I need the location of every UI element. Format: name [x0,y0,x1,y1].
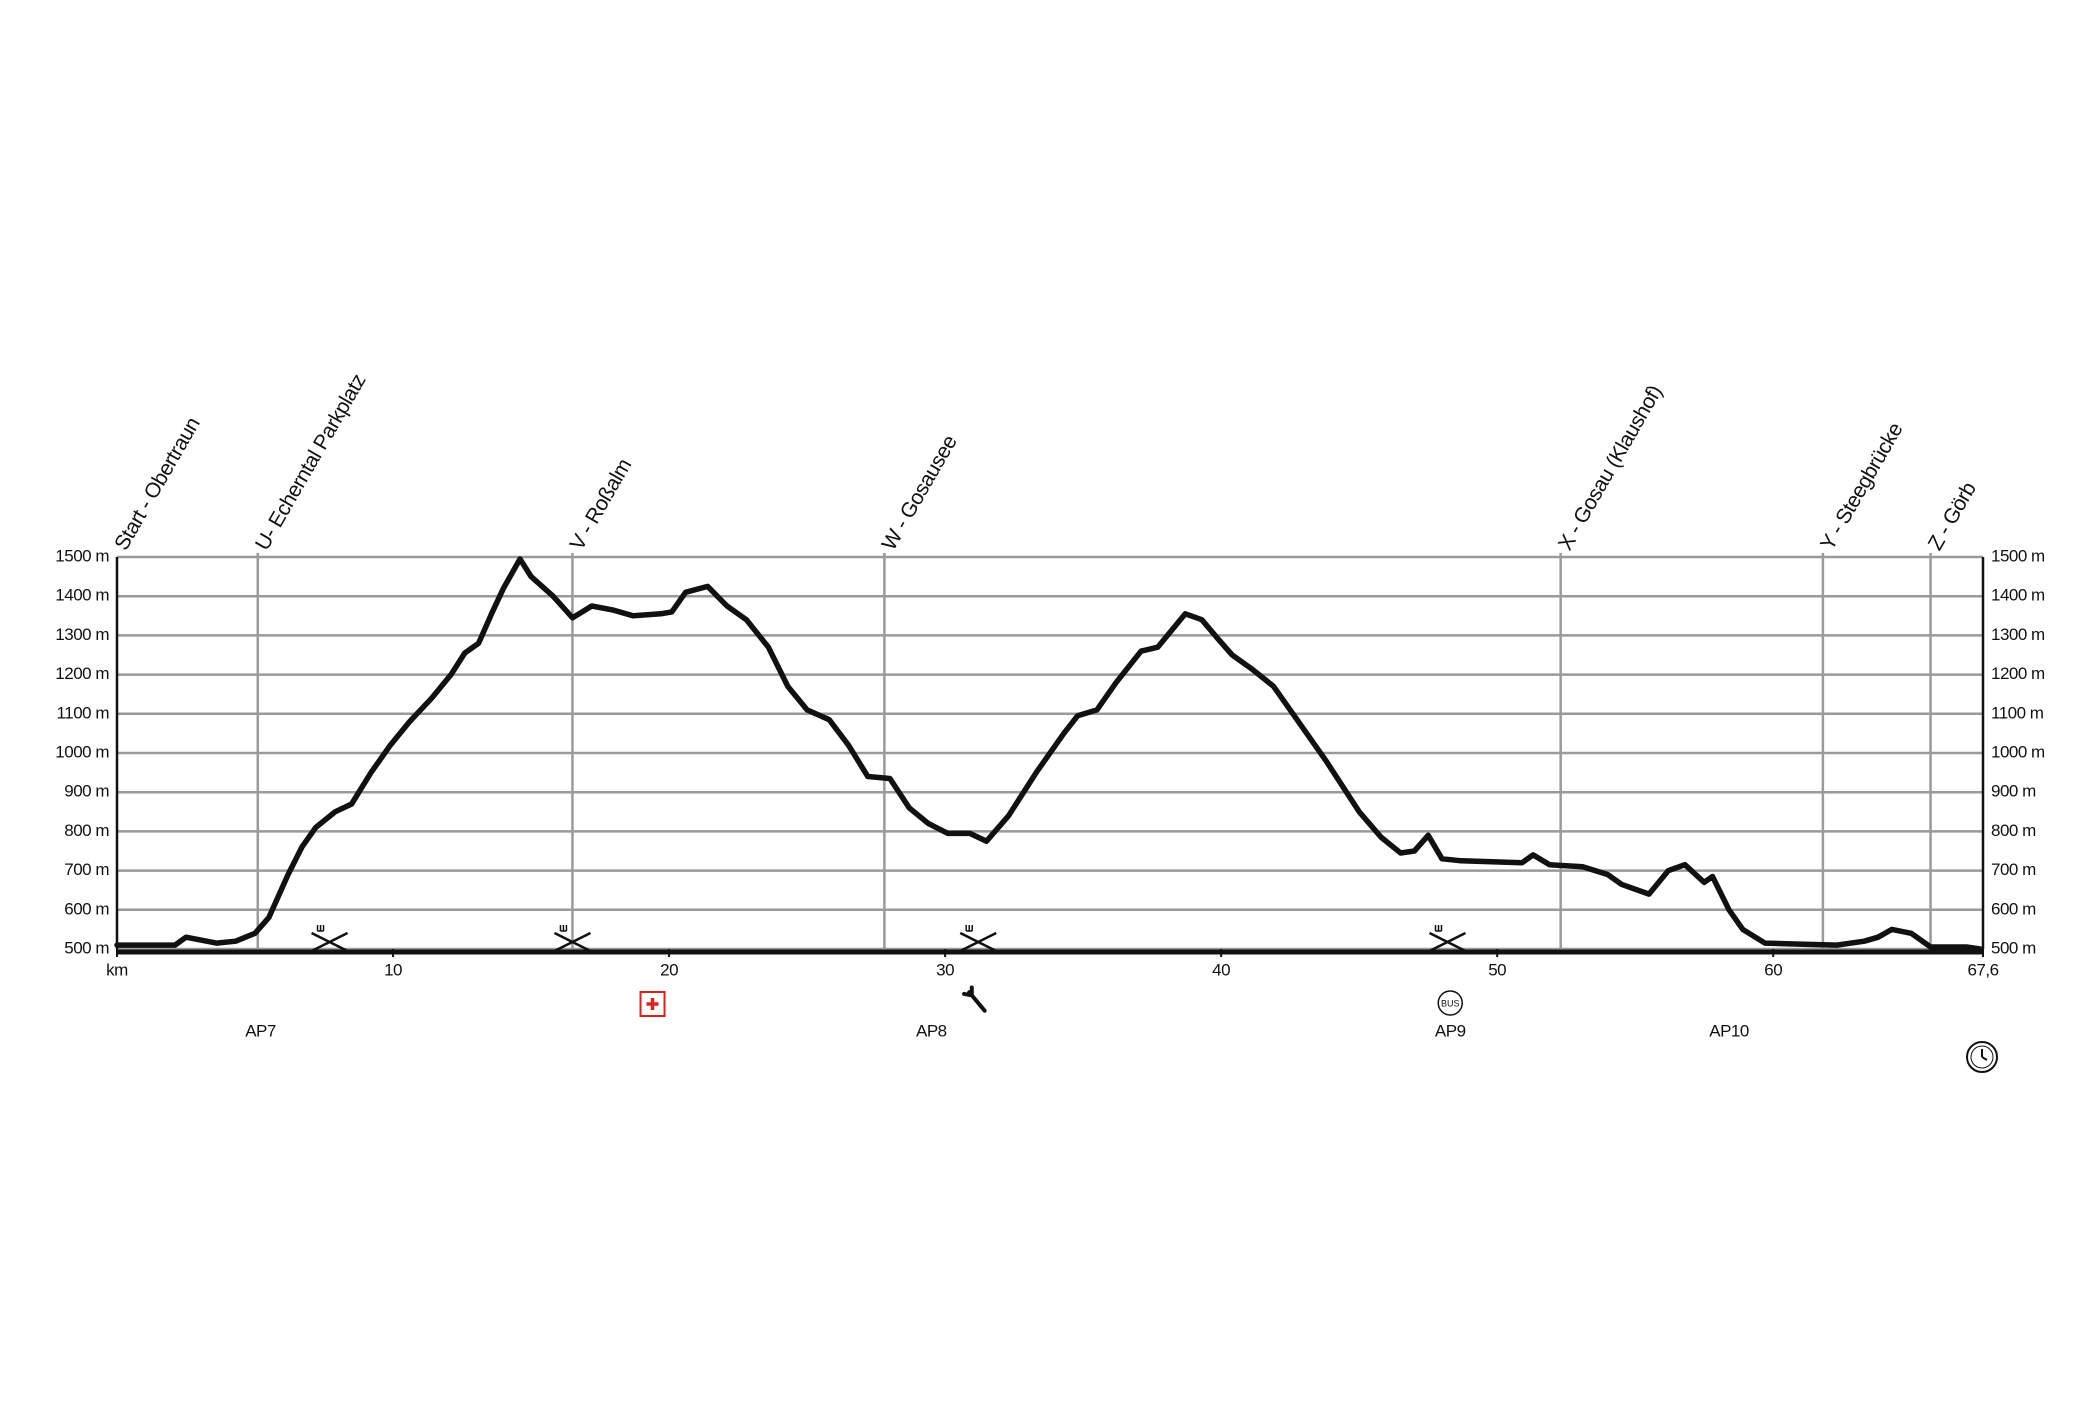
x-tick-label: 67,6 [1967,960,1998,979]
waypoint-label: X - Gosau (Klaushof) [1554,382,1667,555]
food-stroke [1428,931,1467,953]
first-aid-cross [646,998,659,1010]
x-tick-label: 50 [1488,960,1506,979]
x-tick-label: 30 [936,960,954,979]
y2-tick-label: 900 m [1991,782,2036,801]
aid-station-label: AP8 [916,1021,947,1040]
y-tick-label: 1400 m [55,586,109,605]
y2-tick-label: 1100 m [1991,703,2044,722]
repair-icon [962,985,987,1013]
y-tick-label: 500 m [64,938,109,957]
food-stroke [959,931,997,953]
y-tick-label: 900 m [64,782,109,801]
waypoint-label: Start - Obertraun [110,414,204,555]
y2-tick-label: 1400 m [1991,586,2045,605]
waypoint-label: Z - Görb [1924,479,1981,555]
y2-tick-label: 1200 m [1991,664,2045,683]
x-tick-label: km [106,960,128,979]
elevation-line [114,556,1983,952]
first-aid-icon [639,991,666,1017]
food-stroke [553,931,592,953]
food-fork [559,925,568,932]
food-fork [965,925,973,932]
x-tick-label: 60 [1764,960,1782,979]
bus-icon: BUS [1437,990,1464,1016]
food-icon [1428,925,1467,953]
x-tick-label: 40 [1212,960,1230,979]
y-tick-label: 1000 m [55,742,109,761]
y-tick-label: 1300 m [55,625,109,644]
x-tick-label: 20 [660,960,678,979]
clock-icon [1966,1041,1998,1073]
y2-tick-label: 1000 m [1991,742,2045,761]
waypoint-label: Y - Steegbrücke [1816,419,1907,554]
waypoint-label: V - Roßalm [566,455,637,554]
food-stroke [310,931,349,953]
y2-tick-label: 1300 m [1991,625,2045,644]
y2-tick-label: 500 m [1991,938,2036,957]
x-tick-label: 10 [384,960,402,979]
waypoint-label: W - Gosausee [878,432,962,555]
aid-station-label: AP10 [1709,1021,1749,1040]
y2-tick-label: 1500 m [1991,546,2045,565]
aid-station-label: AP9 [1435,1021,1466,1040]
y-tick-label: 1100 m [57,703,110,722]
y-tick-label: 1500 m [55,546,109,565]
bus-text: BUS [1441,998,1460,1008]
wrench [962,985,987,1013]
y-tick-label: 600 m [64,899,109,918]
food-fork [1434,925,1443,932]
food-icon [310,925,349,953]
y-tick-label: 700 m [64,860,109,879]
bus-circle [1437,990,1464,1016]
y2-tick-label: 700 m [1991,860,2036,879]
waypoint-label: U- Echerntal Parkplatz [251,370,370,554]
food-icon [959,925,997,953]
y-tick-label: 1200 m [55,664,109,683]
y2-tick-label: 800 m [1991,821,2036,840]
food-icon [553,925,592,953]
aid-station-label: AP7 [245,1021,276,1040]
y-tick-label: 800 m [64,821,109,840]
food-fork [316,925,325,932]
y2-tick-label: 600 m [1991,899,2036,918]
